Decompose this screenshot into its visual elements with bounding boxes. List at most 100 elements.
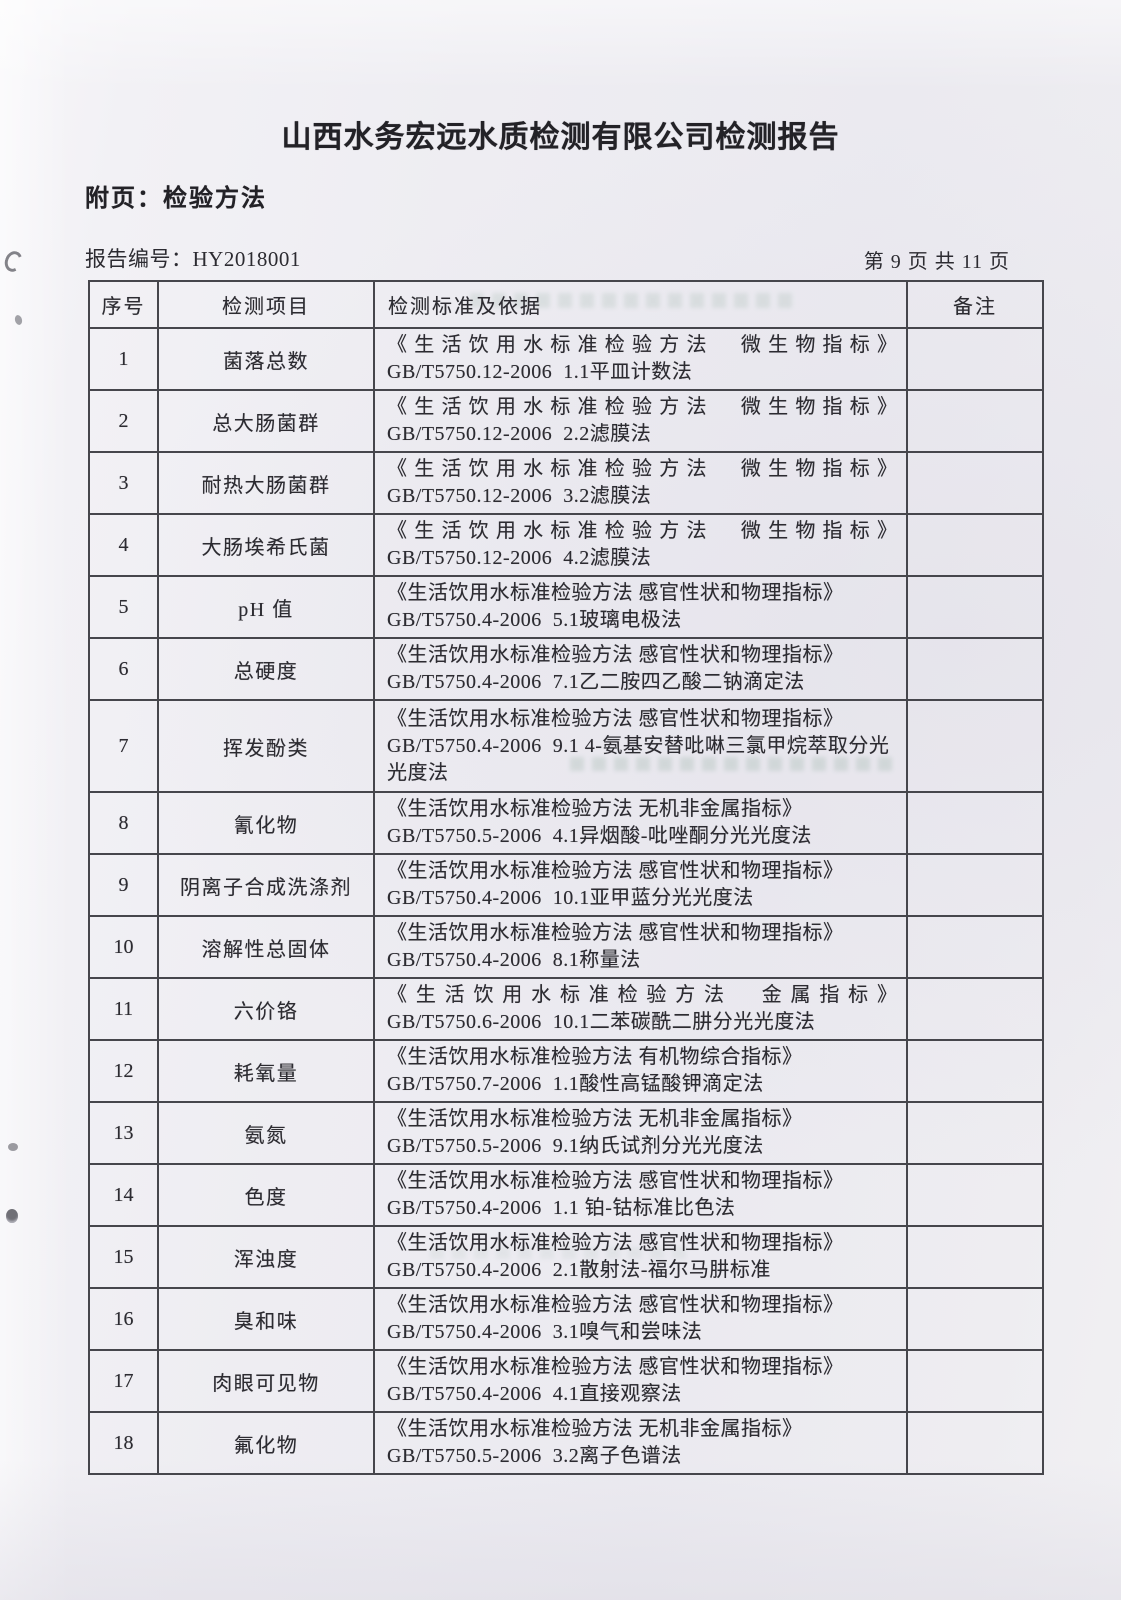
standard-title-line: 《生活饮用水标准检验方法 感官性状和物理指标》 xyxy=(387,1170,844,1192)
standard-title-line: 《生活饮用水标准检验方法 金属指标》 xyxy=(387,984,898,1006)
cell-test-item: pH 值 xyxy=(157,575,375,639)
standard-title-line: 《生活饮用水标准检验方法 无机非金属指标》 xyxy=(387,1108,803,1130)
table-header-row: 序号 检测项目 检测标准及依据 备注 xyxy=(88,280,1044,329)
cell-serial-number: 7 xyxy=(88,699,159,793)
table-body: 1 菌落总数 《生活饮用水标准检验方法 微生物指标》 GB/T5750.12-2… xyxy=(88,327,1044,1475)
cell-remark xyxy=(906,1039,1044,1103)
report-number-label: 报告编号： xyxy=(85,247,193,271)
cell-standard: 《生活饮用水标准检验方法 微生物指标》 GB/T5750.12-2006 4.2… xyxy=(373,513,908,577)
standard-title-line: 《生活饮用水标准检验方法 感官性状和物理指标》 xyxy=(387,922,844,944)
attachment-subtitle: 附页：检验方法 xyxy=(85,186,267,212)
cell-serial-number: 11 xyxy=(88,977,159,1041)
cell-remark xyxy=(906,853,1044,917)
standard-title-line: 《生活饮用水标准检验方法 感官性状和物理指标》 xyxy=(387,707,844,730)
cell-standard: 《生活饮用水标准检验方法 感官性状和物理指标》 GB/T5750.4-2006 … xyxy=(373,1349,908,1413)
scan-smudge-artifact xyxy=(13,314,24,326)
standard-title-line: 《生活饮用水标准检验方法 微生物指标》 xyxy=(387,396,898,418)
standard-title-line: 《生活饮用水标准检验方法 感官性状和物理指标》 xyxy=(387,582,844,604)
cell-standard: 《生活饮用水标准检验方法 感官性状和物理指标》 GB/T5750.4-2006 … xyxy=(373,915,908,979)
cell-test-item: 耐热大肠菌群 xyxy=(157,451,375,515)
cell-remark xyxy=(906,915,1044,979)
table-row: 9 阴离子合成洗涤剂 《生活饮用水标准检验方法 感官性状和物理指标》 GB/T5… xyxy=(88,853,1044,917)
cell-standard: 《生活饮用水标准检验方法 无机非金属指标》 GB/T5750.5-2006 4.… xyxy=(373,791,908,855)
test-methods-table: 序号 检测项目 检测标准及依据 备注 1 菌落总数 《生活饮用水标准检验方法 微… xyxy=(88,280,1044,1475)
cell-remark xyxy=(906,1101,1044,1165)
scan-smudge-artifact xyxy=(1,248,26,275)
cell-serial-number: 3 xyxy=(88,451,159,515)
cell-test-item: 溶解性总固体 xyxy=(157,915,375,979)
cell-standard: 《生活饮用水标准检验方法 微生物指标》 GB/T5750.12-2006 2.2… xyxy=(373,389,908,453)
table-row: 17 肉眼可见物 《生活饮用水标准检验方法 感官性状和物理指标》 GB/T575… xyxy=(88,1349,1044,1413)
cell-remark xyxy=(906,389,1044,453)
cell-serial-number: 13 xyxy=(88,1101,159,1165)
cell-standard: 《生活饮用水标准检验方法 金属指标》 GB/T5750.6-2006 10.1二… xyxy=(373,977,908,1041)
table-row: 12 耗氧量 《生活饮用水标准检验方法 有机物综合指标》 GB/T5750.7-… xyxy=(88,1039,1044,1103)
header-cell-serial: 序号 xyxy=(88,280,159,329)
header-cell-remark: 备注 xyxy=(906,280,1044,329)
table-row: 6 总硬度 《生活饮用水标准检验方法 感官性状和物理指标》 GB/T5750.4… xyxy=(88,637,1044,701)
standard-title-line: 《生活饮用水标准检验方法 感官性状和物理指标》 xyxy=(387,860,844,882)
cell-remark xyxy=(906,1163,1044,1227)
standard-method-line: GB/T5750.4-2006 7.1乙二胺四乙酸二钠滴定法 xyxy=(387,671,805,693)
cell-standard: 《生活饮用水标准检验方法 微生物指标》 GB/T5750.12-2006 1.1… xyxy=(373,327,908,391)
cell-remark xyxy=(906,327,1044,391)
standard-method-line: GB/T5750.12-2006 3.2滤膜法 xyxy=(387,485,652,507)
cell-standard: 《生活饮用水标准检验方法 感官性状和物理指标》 GB/T5750.4-2006 … xyxy=(373,1163,908,1227)
cell-standard: 《生活饮用水标准检验方法 感官性状和物理指标》 GB/T5750.4-2006 … xyxy=(373,1287,908,1351)
standard-title-line: 《生活饮用水标准检验方法 感官性状和物理指标》 xyxy=(387,1294,844,1316)
cell-test-item: 氨氮 xyxy=(157,1101,375,1165)
table-row: 10 溶解性总固体 《生活饮用水标准检验方法 感官性状和物理指标》 GB/T57… xyxy=(88,915,1044,979)
page-number-indicator: 第 9 页 共 11 页 xyxy=(863,251,1010,273)
cell-standard: 《生活饮用水标准检验方法 无机非金属指标》 GB/T5750.5-2006 9.… xyxy=(373,1101,908,1165)
standard-title-line: 《生活饮用水标准检验方法 微生物指标》 xyxy=(387,458,898,480)
cell-test-item: 色度 xyxy=(157,1163,375,1227)
report-number-value: HY2018001 xyxy=(192,247,301,271)
cell-serial-number: 9 xyxy=(88,853,159,917)
cell-serial-number: 8 xyxy=(88,791,159,855)
standard-method-line: GB/T5750.5-2006 3.2离子色谱法 xyxy=(387,1445,682,1467)
scan-smudge-artifact xyxy=(6,1209,18,1223)
table-row: 11 六价铬 《生活饮用水标准检验方法 金属指标》 GB/T5750.6-200… xyxy=(88,977,1044,1041)
cell-remark xyxy=(906,513,1044,577)
standard-method-line: GB/T5750.4-2006 9.1 4-氨基安替吡啉三氯甲烷萃取分光光度法 xyxy=(387,734,890,784)
cell-serial-number: 4 xyxy=(88,513,159,577)
cell-serial-number: 2 xyxy=(88,389,159,453)
cell-standard: 《生活饮用水标准检验方法 微生物指标》 GB/T5750.12-2006 3.2… xyxy=(373,451,908,515)
cell-serial-number: 15 xyxy=(88,1225,159,1289)
table-row: 13 氨氮 《生活饮用水标准检验方法 无机非金属指标》 GB/T5750.5-2… xyxy=(88,1101,1044,1165)
cell-test-item: 总大肠菌群 xyxy=(157,389,375,453)
standard-title-line: 《生活饮用水标准检验方法 有机物综合指标》 xyxy=(387,1046,803,1068)
cell-serial-number: 14 xyxy=(88,1163,159,1227)
cell-remark xyxy=(906,977,1044,1041)
cell-remark xyxy=(906,1225,1044,1289)
standard-method-line: GB/T5750.4-2006 2.1散射法-福尔马肼标准 xyxy=(387,1259,771,1281)
cell-remark xyxy=(906,699,1044,793)
table-row: 8 氰化物 《生活饮用水标准检验方法 无机非金属指标》 GB/T5750.5-2… xyxy=(88,791,1044,855)
cell-standard: 《生活饮用水标准检验方法 感官性状和物理指标》 GB/T5750.4-2006 … xyxy=(373,699,908,793)
cell-serial-number: 18 xyxy=(88,1411,159,1475)
standard-method-line: GB/T5750.4-2006 3.1嗅气和尝味法 xyxy=(387,1321,703,1343)
table-row: 15 浑浊度 《生活饮用水标准检验方法 感官性状和物理指标》 GB/T5750.… xyxy=(88,1225,1044,1289)
standard-method-line: GB/T5750.5-2006 4.1异烟酸-吡唑酮分光光度法 xyxy=(387,825,812,847)
cell-remark xyxy=(906,1411,1044,1475)
cell-serial-number: 1 xyxy=(88,327,159,391)
cell-remark xyxy=(906,575,1044,639)
standard-method-line: GB/T5750.12-2006 4.2滤膜法 xyxy=(387,547,652,569)
cell-test-item: 六价铬 xyxy=(157,977,375,1041)
cell-serial-number: 6 xyxy=(88,637,159,701)
standard-method-line: GB/T5750.5-2006 9.1纳氏试剂分光光度法 xyxy=(387,1135,764,1157)
standard-title-line: 《生活饮用水标准检验方法 感官性状和物理指标》 xyxy=(387,1232,844,1254)
cell-test-item: 挥发酚类 xyxy=(157,699,375,793)
cell-serial-number: 16 xyxy=(88,1287,159,1351)
cell-serial-number: 5 xyxy=(88,575,159,639)
cell-test-item: 浑浊度 xyxy=(157,1225,375,1289)
standard-method-line: GB/T5750.4-2006 4.1直接观察法 xyxy=(387,1383,682,1405)
standard-method-line: GB/T5750.12-2006 1.1平皿计数法 xyxy=(387,361,693,383)
cell-test-item: 耗氧量 xyxy=(157,1039,375,1103)
cell-serial-number: 10 xyxy=(88,915,159,979)
standard-method-line: GB/T5750.4-2006 8.1称量法 xyxy=(387,949,641,971)
cell-standard: 《生活饮用水标准检验方法 感官性状和物理指标》 GB/T5750.4-2006 … xyxy=(373,853,908,917)
cell-test-item: 氰化物 xyxy=(157,791,375,855)
standard-title-line: 《生活饮用水标准检验方法 微生物指标》 xyxy=(387,520,898,542)
